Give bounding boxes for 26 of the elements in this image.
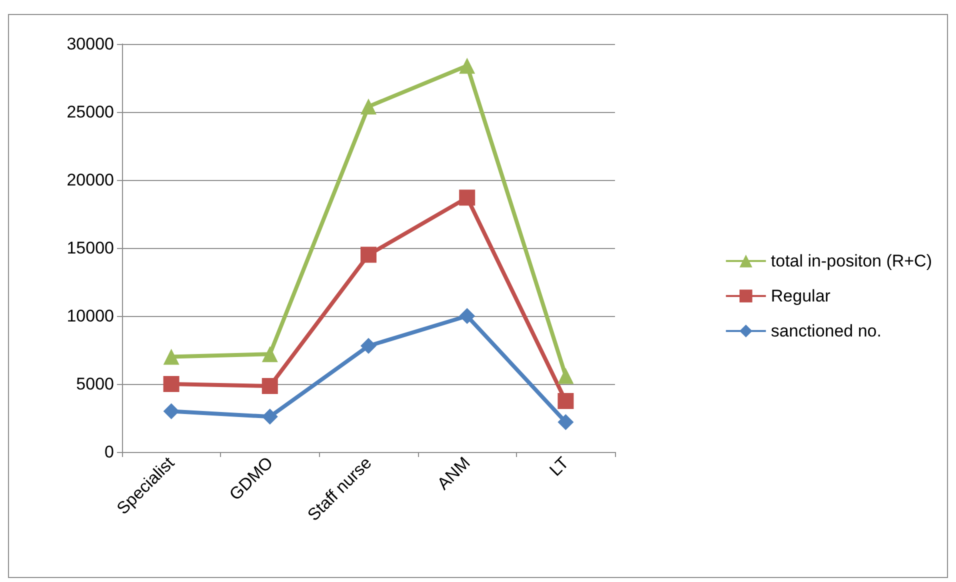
legend-label: sanctioned no. xyxy=(770,322,882,340)
y-tick-label: 0 xyxy=(104,442,114,462)
point xyxy=(163,403,180,420)
point xyxy=(459,308,476,324)
legend-label: Regular xyxy=(770,286,831,306)
y-tick-label: 15000 xyxy=(66,238,114,258)
point xyxy=(262,378,278,394)
point xyxy=(262,408,278,425)
point xyxy=(360,338,376,354)
y-tick-label: 20000 xyxy=(66,170,114,190)
point xyxy=(262,346,278,362)
point xyxy=(558,414,574,430)
point xyxy=(459,58,476,74)
y-tick-label: 10000 xyxy=(66,306,114,326)
y-tick-label: 30000 xyxy=(66,34,114,54)
y-tick-label: 25000 xyxy=(66,102,114,122)
x-tick-label: LT xyxy=(546,453,572,480)
point xyxy=(163,348,180,365)
point xyxy=(459,190,476,206)
point xyxy=(360,246,376,263)
point xyxy=(163,376,180,392)
y-tick-label: 5000 xyxy=(76,374,114,394)
point xyxy=(558,393,574,409)
point xyxy=(558,368,574,384)
point xyxy=(360,98,376,115)
legend-label: total in-positon (R+C) xyxy=(770,252,932,270)
